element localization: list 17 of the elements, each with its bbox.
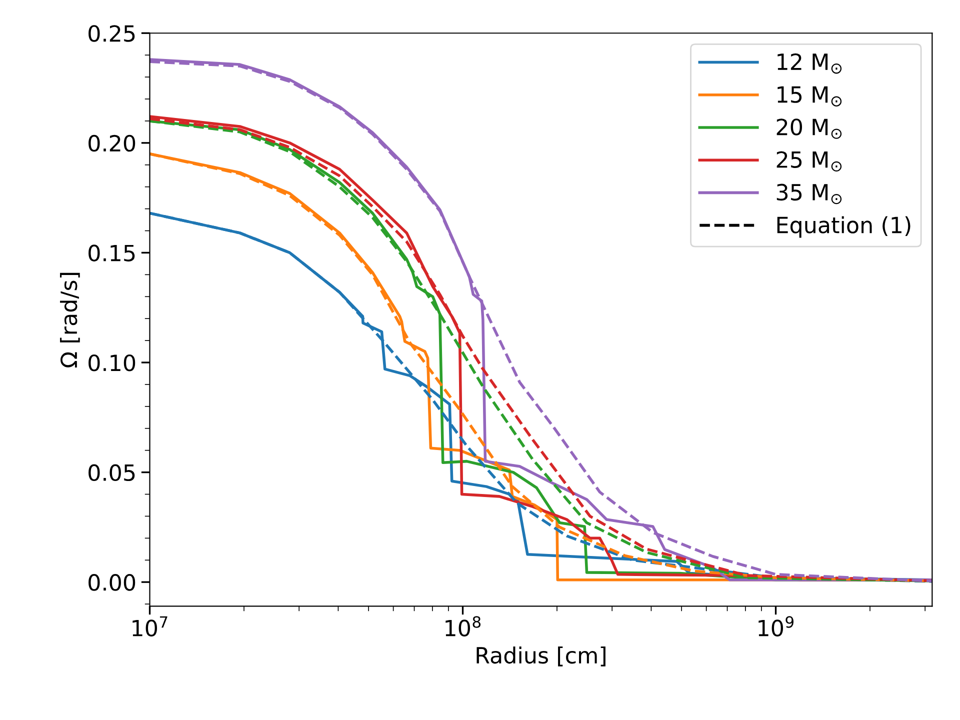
legend-label: 25 M$_{⊙}$ [776, 151, 842, 172]
x-tick-label: 10$^{8}$ [446, 616, 481, 636]
x-tick-label: 10$^{7}$ [132, 616, 168, 636]
y-tick-label: 0.25 [88, 25, 135, 42]
y-tick-label: 0.20 [88, 134, 136, 152]
legend-label: 15 M$_{⊙}$ [778, 86, 842, 106]
y-axis-title: Ω [rad/s] [60, 272, 80, 368]
y-tick-label: 0.10 [88, 354, 136, 372]
y-tick-label: 0.15 [88, 244, 135, 262]
legend-label: 20 M$_{⊙}$ [776, 118, 842, 139]
legend-label: 35 M$_{⊙}$ [776, 184, 842, 204]
y-tick-label: 0.00 [88, 574, 136, 591]
legend-label: Equation (1) [777, 216, 910, 238]
y-tick-label: 0.05 [88, 464, 135, 482]
x-tick-label: 10$^{9}$ [758, 616, 794, 636]
legend-label: 12 M$_{⊙}$ [778, 53, 842, 74]
x-axis-title: Radius [cm] [476, 646, 606, 666]
